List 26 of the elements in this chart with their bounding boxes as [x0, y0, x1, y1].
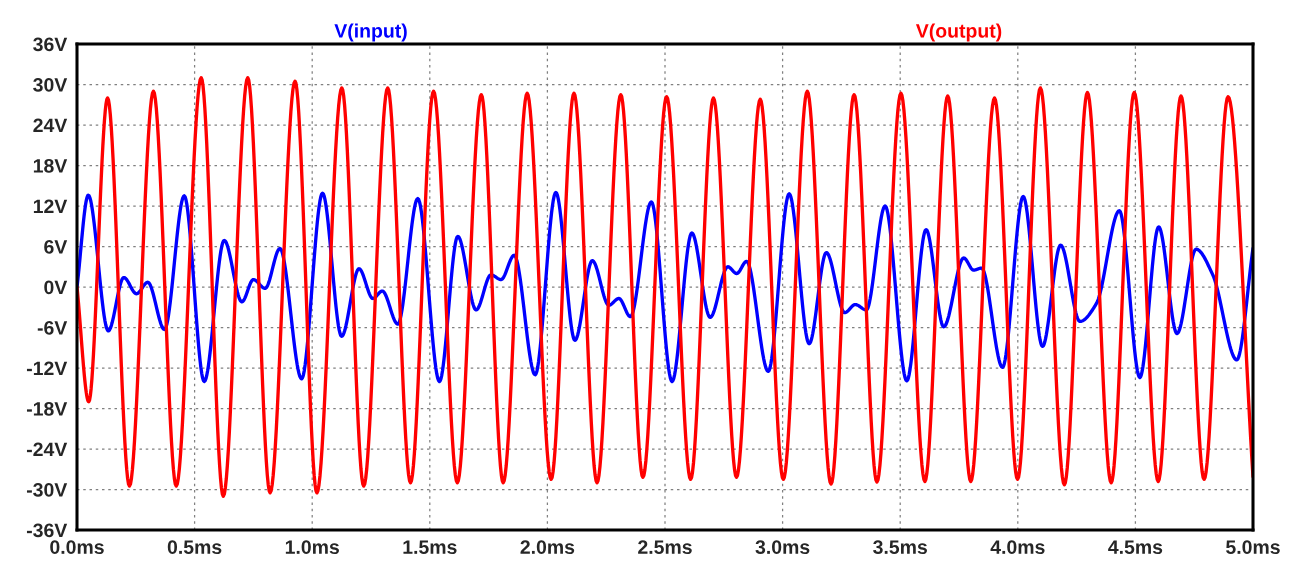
y-tick-label: 6V — [44, 239, 68, 254]
y-tick-label: -18V — [26, 401, 68, 416]
y-tick-label: -36V — [26, 523, 68, 538]
x-tick-label: 0.0ms — [50, 540, 104, 554]
x-tick-label: 4.0ms — [990, 540, 1045, 554]
x-tick-label: 1.0ms — [285, 540, 339, 554]
y-tick-label: -6V — [37, 320, 68, 335]
x-tick-label: 0.5ms — [167, 540, 222, 554]
x-tick-label: 4.5ms — [1108, 540, 1163, 554]
y-tick-label: -24V — [26, 442, 68, 457]
y-tick-label: 0V — [44, 280, 68, 295]
y-tick-label: -30V — [26, 482, 68, 497]
y-tick-label: 12V — [33, 199, 68, 214]
x-tick-label: 2.5ms — [638, 540, 692, 554]
y-tick-label: 36V — [33, 37, 68, 52]
x-tick-label: 5.0ms — [1226, 540, 1280, 554]
x-tick-label: 1.5ms — [403, 540, 457, 554]
text: V(input) — [334, 23, 407, 42]
y-tick-label: -12V — [26, 361, 68, 376]
y-tick-label: 24V — [33, 118, 68, 133]
y-tick-label: 18V — [33, 158, 68, 173]
x-tick-label: 3.5ms — [873, 540, 927, 555]
y-tick-label: 30V — [33, 77, 68, 92]
x-tick-label: 2.0ms — [520, 540, 575, 554]
text: V(output) — [915, 23, 1002, 42]
x-tick-label: 3.0ms — [755, 540, 810, 555]
